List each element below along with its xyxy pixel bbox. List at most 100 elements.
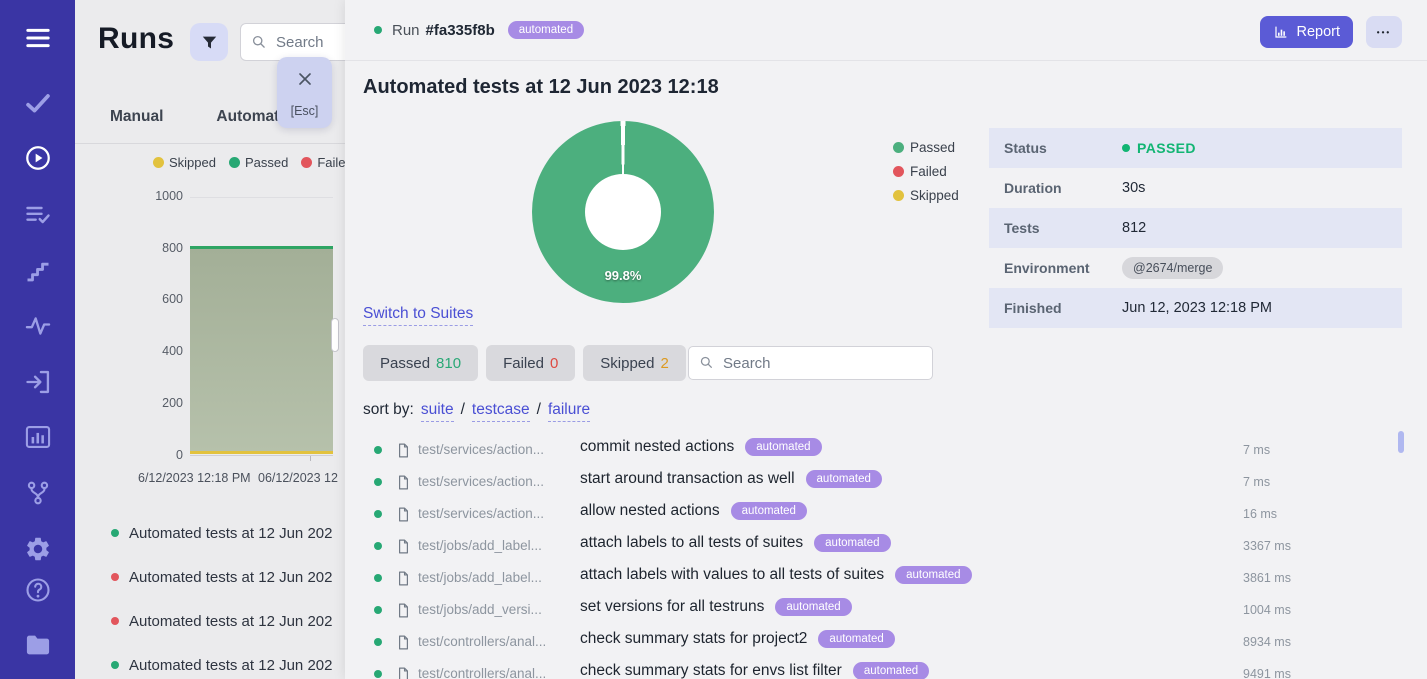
- file-icon: [395, 569, 412, 593]
- folder-icon[interactable]: [23, 630, 53, 660]
- test-duration: 3367 ms: [1243, 539, 1291, 553]
- sign-in-icon[interactable]: [23, 367, 53, 397]
- run-list-item[interactable]: Automated tests at 12 Jun 202: [111, 511, 345, 555]
- search-icon: [251, 34, 268, 51]
- bar-chart-icon[interactable]: [23, 422, 53, 452]
- skipped-line-series: [190, 451, 333, 454]
- test-row[interactable]: test/services/action... allow nested act…: [345, 498, 1427, 530]
- y-tick: 800: [162, 241, 183, 255]
- run-id: #fa335f8b: [425, 21, 495, 39]
- close-icon[interactable]: [295, 69, 315, 92]
- passed-dot: [374, 670, 382, 678]
- filter-passed-button[interactable]: Passed 810: [363, 345, 479, 381]
- donut-percent-label: 99.8%: [604, 268, 642, 283]
- finished-value: Jun 12, 2023 12:18 PM: [1122, 300, 1272, 316]
- passed-dot: [374, 542, 382, 550]
- test-path: test/services/action...: [418, 506, 545, 521]
- test-row[interactable]: test/controllers/anal... check summary s…: [345, 658, 1427, 679]
- test-name: check summary stats for envs list filter: [580, 662, 842, 679]
- esc-hint: [Esc]: [290, 104, 319, 118]
- stairs-icon[interactable]: [23, 255, 53, 285]
- run-list-item[interactable]: Automated tests at 12 Jun 202: [111, 643, 345, 679]
- runs-chart-legend: Skipped Passed Failed: [153, 155, 345, 170]
- list-check-icon[interactable]: [23, 200, 53, 230]
- summary-row-environment: Environment @2674/merge: [989, 248, 1402, 288]
- file-icon: [395, 537, 412, 561]
- test-row[interactable]: test/controllers/anal... check summary s…: [345, 626, 1427, 658]
- run-title: Automated tests at 12 Jun 2023 12:18: [363, 76, 719, 98]
- test-row[interactable]: test/services/action... commit nested ac…: [345, 434, 1427, 466]
- failed-count: 0: [549, 354, 559, 372]
- menu-icon[interactable]: [23, 23, 53, 53]
- run-list-item[interactable]: Automated tests at 12 Jun 202: [111, 555, 345, 599]
- git-branch-icon[interactable]: [23, 478, 53, 508]
- play-circle-icon[interactable]: [23, 143, 53, 173]
- passed-dot: [374, 478, 382, 486]
- runs-panel-scrollbar-thumb[interactable]: [331, 318, 339, 352]
- legend-failed[interactable]: Failed: [301, 155, 345, 170]
- tab-manual[interactable]: Manual: [110, 108, 164, 125]
- y-tick: 400: [162, 344, 183, 358]
- legend-passed[interactable]: Passed: [893, 140, 955, 155]
- filter-button[interactable]: [190, 23, 228, 61]
- run-status-dot: [111, 529, 119, 537]
- automated-badge: automated: [814, 534, 891, 552]
- test-row[interactable]: test/jobs/add_versi... set versions for …: [345, 594, 1427, 626]
- filter-skipped-button[interactable]: Skipped 2: [583, 345, 686, 381]
- header-actions: Report •••: [1260, 16, 1402, 48]
- test-list-scrollbar-thumb[interactable]: [1398, 431, 1404, 453]
- pulse-icon[interactable]: [23, 311, 53, 341]
- summary-row-duration: Duration 30s: [1004, 180, 1146, 196]
- test-name: start around transaction as well: [580, 470, 795, 487]
- passed-dot: [374, 510, 382, 518]
- check-icon[interactable]: [23, 88, 53, 118]
- automated-badge: automated: [730, 502, 807, 520]
- sort-separator: /: [460, 401, 465, 418]
- funnel-icon: [200, 33, 219, 52]
- gear-icon[interactable]: [23, 534, 53, 564]
- file-icon: [395, 441, 412, 465]
- file-icon: [395, 505, 412, 529]
- test-row[interactable]: test/jobs/add_label... attach labels to …: [345, 530, 1427, 562]
- test-duration: 7 ms: [1243, 475, 1271, 489]
- legend-failed[interactable]: Failed: [893, 164, 947, 179]
- more-actions-button[interactable]: •••: [1366, 16, 1402, 48]
- test-name: commit nested actions: [580, 438, 735, 455]
- test-row[interactable]: test/jobs/add_label... attach labels wit…: [345, 562, 1427, 594]
- test-list: test/services/action... commit nested ac…: [345, 434, 1427, 679]
- test-row[interactable]: test/services/action... start around tra…: [345, 466, 1427, 498]
- y-tick: 200: [162, 396, 183, 410]
- file-icon: [395, 633, 412, 657]
- runs-search-input[interactable]: [276, 33, 345, 51]
- test-path: test/services/action...: [418, 474, 545, 489]
- skipped-count: 2: [660, 354, 669, 372]
- passed-count: 810: [436, 354, 462, 372]
- passed-dot: [374, 606, 382, 614]
- filter-failed-button[interactable]: Failed 0: [486, 345, 576, 381]
- file-icon: [395, 601, 412, 625]
- tests-search-input[interactable]: [723, 354, 922, 372]
- y-tick: 600: [162, 292, 183, 306]
- report-button[interactable]: Report: [1260, 16, 1353, 48]
- sort-failure-link[interactable]: failure: [547, 401, 591, 422]
- tests-count-value: 812: [1122, 220, 1147, 236]
- environment-badge: @2674/merge: [1122, 257, 1224, 279]
- test-name: attach labels to all tests of suites: [580, 534, 804, 551]
- test-name: attach labels with values to all tests o…: [580, 566, 885, 583]
- report-chart-icon: [1273, 24, 1289, 40]
- sort-suite-link[interactable]: suite: [420, 401, 454, 422]
- search-icon: [699, 355, 715, 371]
- test-duration: 9491 ms: [1243, 667, 1291, 679]
- runs-area-chart: [190, 197, 333, 461]
- y-tick: 1000: [155, 189, 183, 203]
- run-list-item[interactable]: Automated tests at 12 Jun 202: [111, 599, 345, 643]
- test-duration: 16 ms: [1243, 507, 1278, 521]
- automated-badge: automated: [507, 21, 585, 39]
- legend-passed[interactable]: Passed: [228, 155, 288, 170]
- switch-to-suites-link[interactable]: Switch to Suites: [363, 305, 474, 326]
- sort-testcase-link[interactable]: testcase: [471, 401, 530, 422]
- legend-skipped[interactable]: Skipped: [893, 188, 959, 203]
- help-icon[interactable]: [23, 575, 53, 605]
- legend-skipped[interactable]: Skipped: [153, 155, 216, 170]
